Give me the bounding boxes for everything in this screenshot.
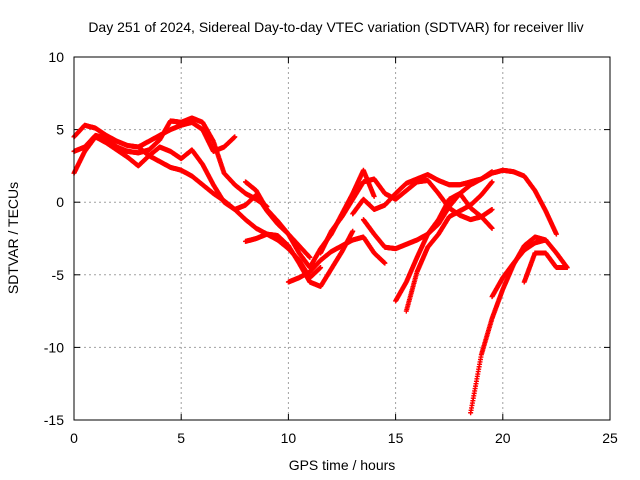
data-point [489, 206, 495, 212]
y-tick-label: -15 [44, 412, 64, 428]
data-points [71, 115, 570, 416]
y-tick-label: 10 [48, 49, 64, 65]
grid-lines [74, 57, 610, 420]
data-point [232, 134, 238, 140]
data-point [307, 254, 313, 260]
x-tick-label: 25 [602, 430, 618, 446]
x-tick-label: 0 [70, 430, 78, 446]
series-track-14 [489, 237, 570, 300]
x-tick-label: 5 [177, 430, 185, 446]
data-point [489, 179, 495, 185]
x-tick-label: 15 [388, 430, 404, 446]
data-point [564, 265, 570, 271]
x-tick-label: 20 [495, 430, 511, 446]
chart-title: Day 251 of 2024, Sidereal Day-to-day VTE… [88, 19, 583, 35]
y-axis-label: SDTVAR / TECUs [5, 182, 21, 294]
y-tick-labels: -15 -10 -5 0 5 10 [44, 49, 64, 428]
data-point [489, 225, 495, 231]
data-point [382, 260, 388, 266]
axis-ticks [73, 56, 611, 421]
data-point [318, 265, 324, 271]
series-track-12 [403, 179, 495, 314]
y-tick-label: 0 [56, 194, 64, 210]
data-point [553, 231, 559, 237]
y-tick-label: 5 [56, 122, 64, 138]
y-tick-label: -5 [52, 267, 65, 283]
x-tick-labels: 0 5 10 15 20 25 [70, 430, 618, 446]
plot-frame [73, 56, 611, 421]
data-point [350, 228, 356, 234]
x-tick-label: 10 [281, 430, 297, 446]
series-track-7 [285, 234, 388, 285]
y-tick-label: -10 [44, 339, 64, 355]
series-track-11 [393, 190, 495, 304]
series-track-10 [350, 167, 559, 237]
x-axis-label: GPS time / hours [289, 457, 396, 473]
series-track-6 [243, 228, 356, 289]
data-point [371, 193, 377, 199]
series-track-13 [468, 234, 549, 416]
series-track-15 [521, 250, 570, 285]
